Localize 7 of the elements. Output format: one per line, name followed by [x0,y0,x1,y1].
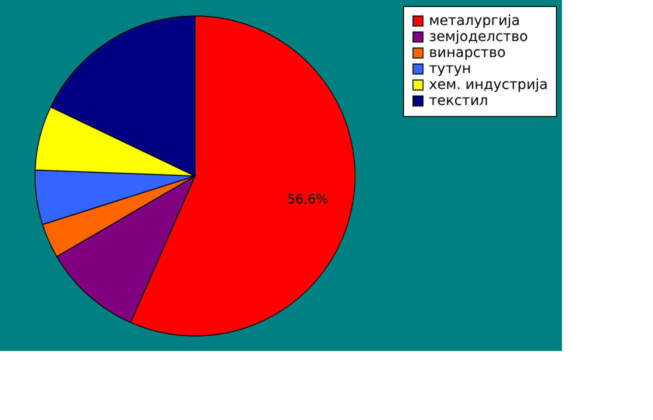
legend-label: тутун [429,61,472,77]
data-label: 56,6% [286,192,328,208]
legend-label: земјоделство [429,29,528,45]
legend-label: хем. индустрија [429,77,548,93]
legend-label: металургија [429,13,520,29]
legend-label: текстил [429,93,488,109]
legend-label: винарство [429,45,506,61]
